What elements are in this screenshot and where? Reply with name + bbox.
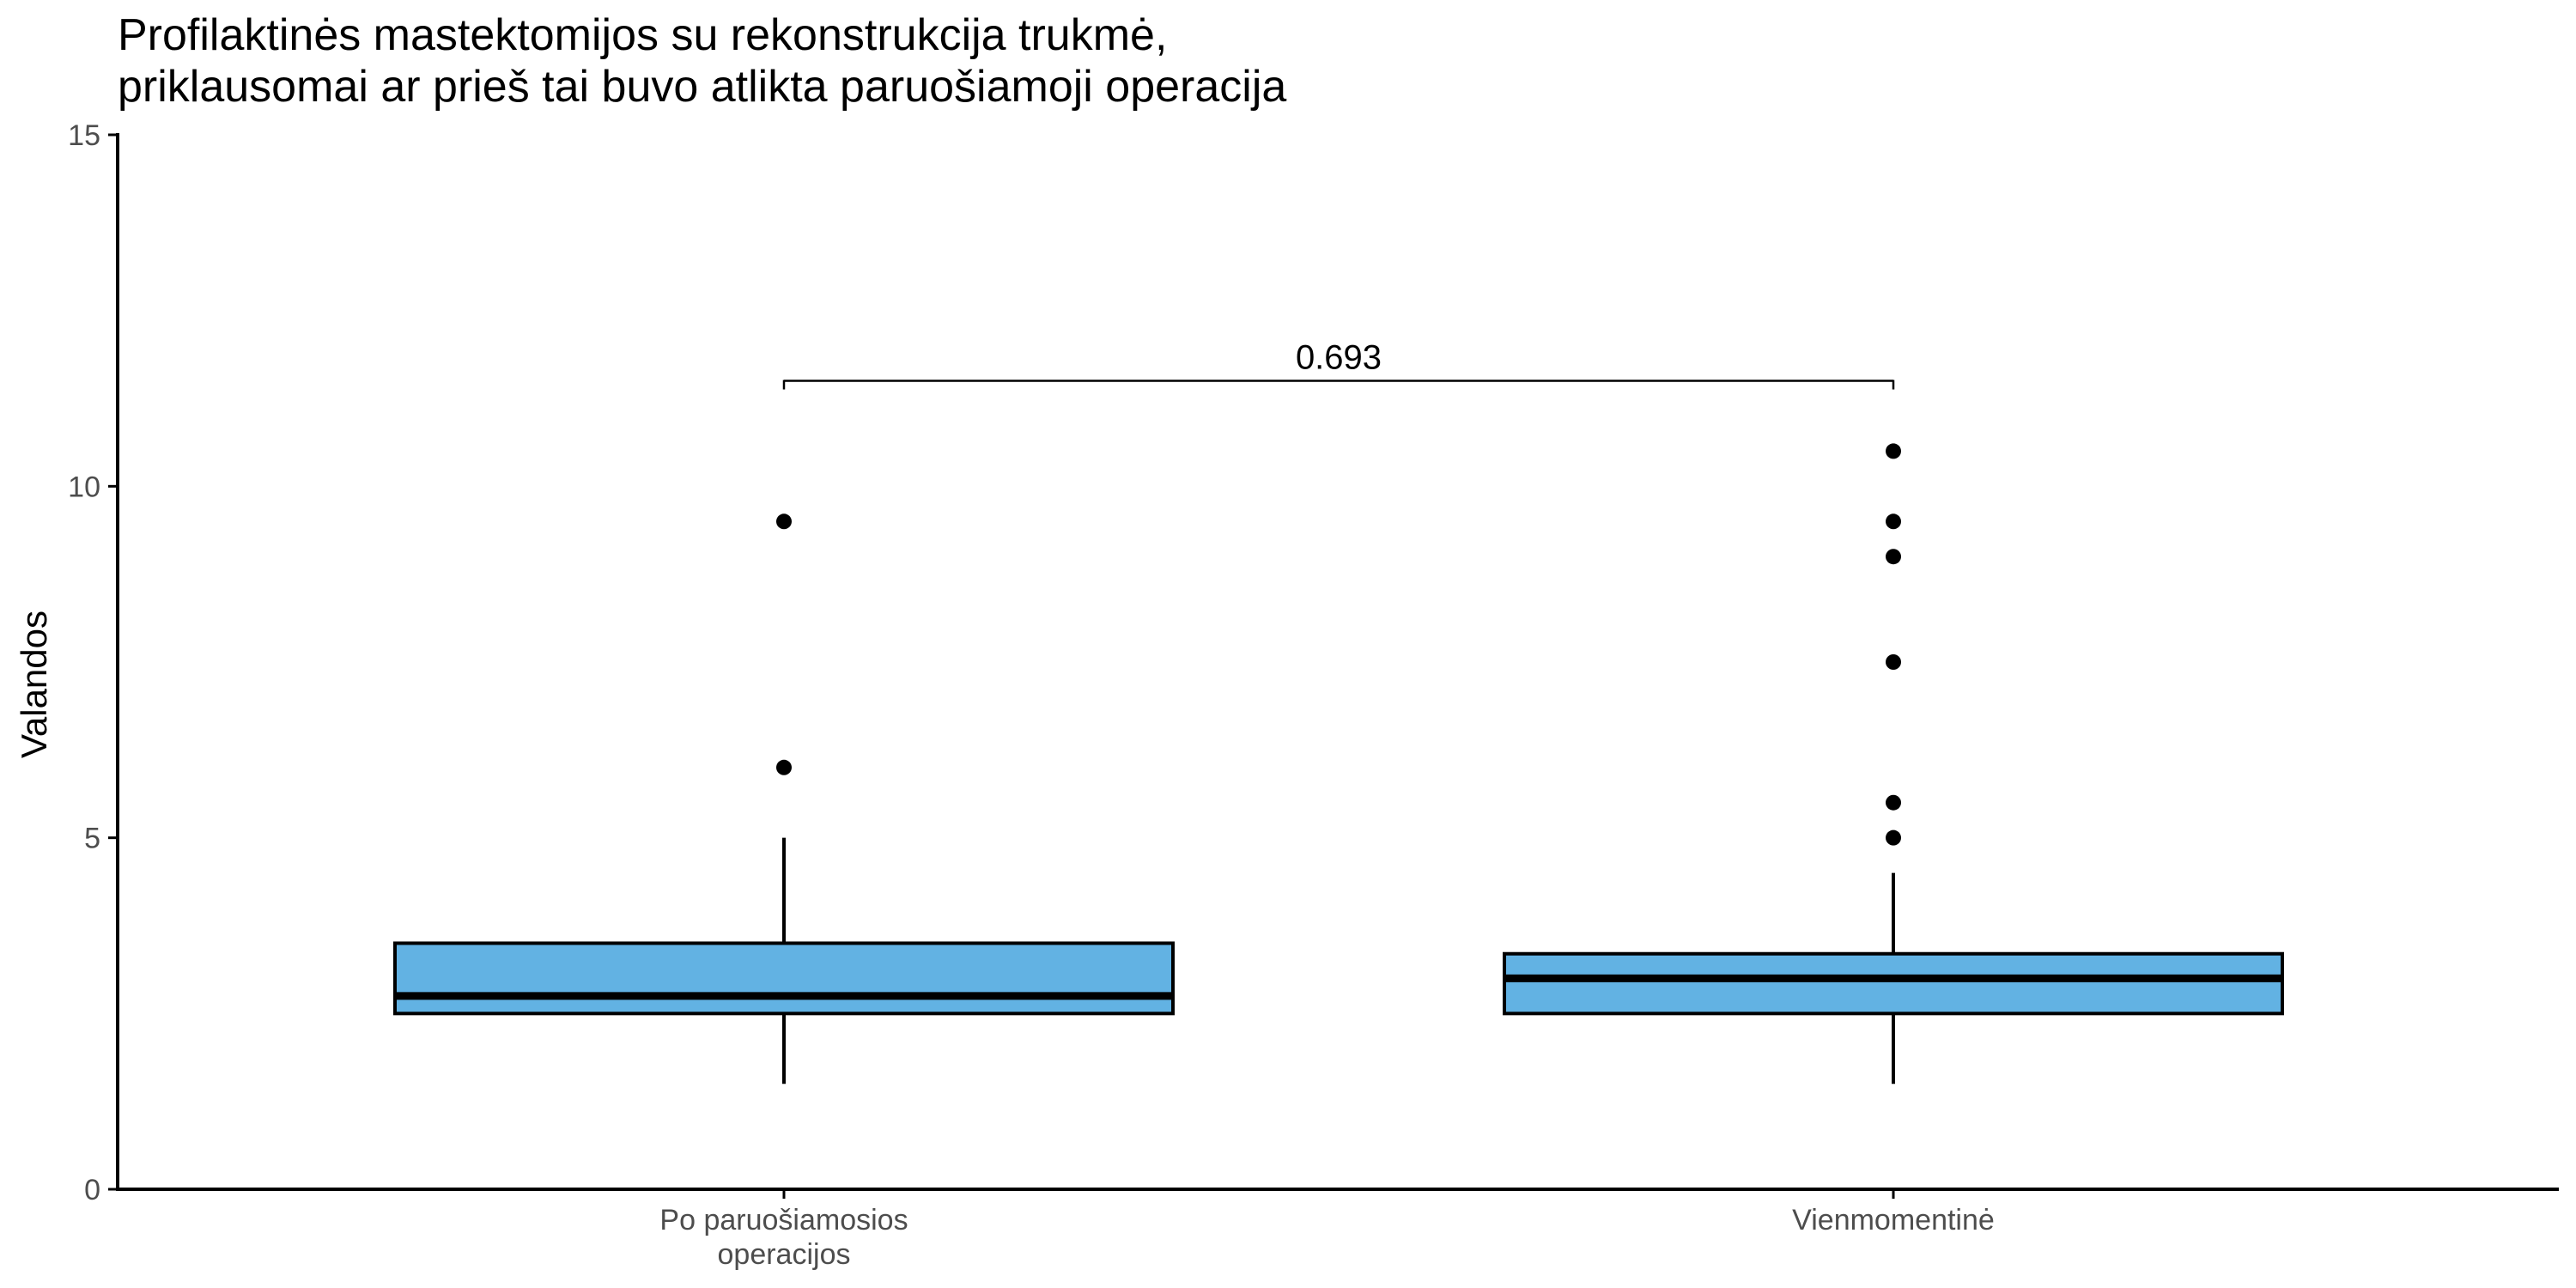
y-tick-label: 5: [84, 823, 100, 855]
x-tick-label: operacijos: [718, 1238, 851, 1271]
chart-title-line-2: priklausomai ar prieš tai buvo atlikta p…: [118, 62, 1286, 112]
y-tick-label: 15: [68, 119, 100, 152]
outlier-point: [1886, 829, 1901, 846]
y-axis-title: Valandos: [14, 611, 54, 758]
x-tick-label: Vienmomentinė: [1792, 1204, 1995, 1236]
chart-title-line-1: Profilaktinės mastektomijos su rekonstru…: [118, 10, 1167, 60]
outlier-point: [1886, 794, 1901, 811]
y-tick-label: 0: [84, 1174, 100, 1206]
box-iqr: [1503, 951, 2284, 1016]
outlier-point: [1886, 443, 1901, 459]
outlier-point: [1886, 513, 1901, 530]
outlier-point: [1886, 654, 1901, 670]
outlier-point: [1886, 549, 1901, 565]
outlier-point: [776, 759, 792, 775]
p-value-label: 0.693: [1296, 339, 1382, 377]
outlier-point: [776, 513, 792, 530]
x-tick-label: Po paruošiamosios: [659, 1204, 908, 1236]
y-tick-label: 10: [68, 471, 100, 503]
box-iqr: [393, 941, 1175, 1016]
